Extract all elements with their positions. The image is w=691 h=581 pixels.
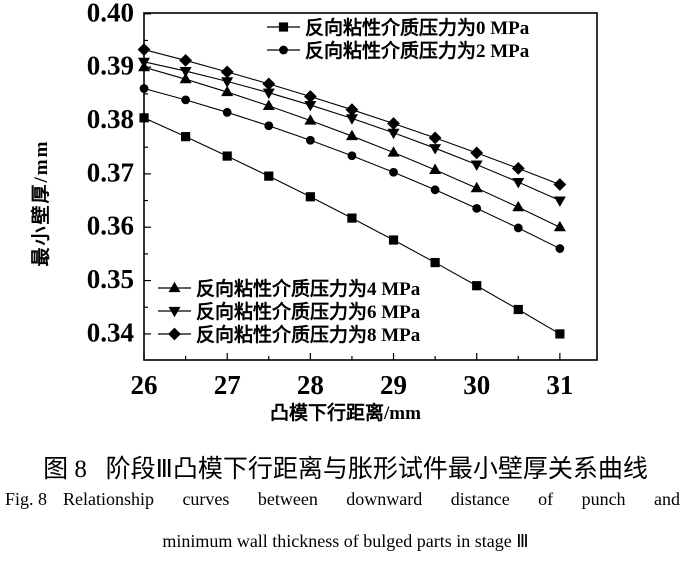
svg-text:反向粘性介质压力为2 MPa: 反向粘性介质压力为2 MPa bbox=[305, 39, 530, 62]
svg-text:反向粘性介质压力为6 MPa: 反向粘性介质压力为6 MPa bbox=[196, 300, 421, 323]
svg-text:0.37: 0.37 bbox=[87, 157, 134, 187]
svg-text:反向粘性介质压力为8 MPa: 反向粘性介质压力为8 MPa bbox=[196, 323, 421, 346]
svg-text:0.39: 0.39 bbox=[87, 51, 134, 81]
svg-text:29: 29 bbox=[380, 370, 407, 400]
svg-text:30: 30 bbox=[463, 370, 490, 400]
svg-text:28: 28 bbox=[297, 370, 324, 400]
svg-text:反向粘性介质压力为0 MPa: 反向粘性介质压力为0 MPa bbox=[305, 16, 530, 39]
svg-text:0.34: 0.34 bbox=[87, 317, 134, 347]
svg-text:0.35: 0.35 bbox=[87, 264, 134, 294]
svg-text:27: 27 bbox=[214, 370, 241, 400]
svg-text:0.36: 0.36 bbox=[87, 211, 134, 241]
svg-text:26: 26 bbox=[131, 370, 158, 400]
svg-text:31: 31 bbox=[546, 370, 573, 400]
svg-text:反向粘性介质压力为4 MPa: 反向粘性介质压力为4 MPa bbox=[196, 277, 421, 300]
svg-text:0.40: 0.40 bbox=[87, 0, 134, 27]
svg-text:0.38: 0.38 bbox=[87, 104, 134, 134]
